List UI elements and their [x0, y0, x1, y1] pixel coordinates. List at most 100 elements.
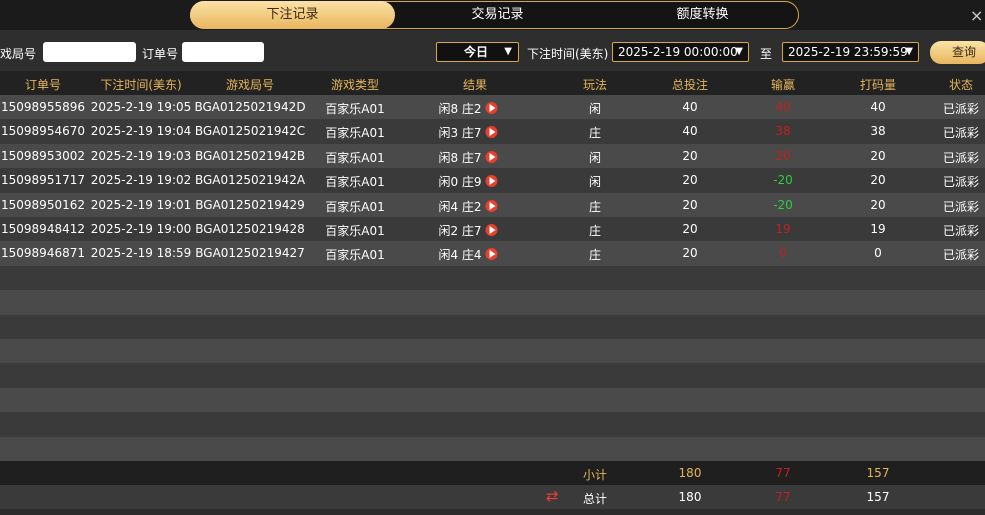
table-cell: 闲: [588, 150, 602, 165]
table-cell: 15098951717: [1, 173, 85, 188]
table-cell: 20: [682, 148, 698, 163]
table-cell: 2025-2-19 19:04: [90, 124, 192, 139]
table-cell: 庄: [588, 248, 602, 263]
table-cell: 2025-2-19 19:02: [90, 173, 192, 188]
table-cell: 20: [870, 148, 886, 163]
table-cell: 百家乐A01: [325, 150, 385, 165]
date-value: 2025-2-19 00:00:00: [618, 45, 738, 59]
table-cell: 15098953002: [1, 148, 85, 163]
order-input[interactable]: [182, 42, 264, 62]
table-header: [0, 71, 985, 95]
column-header: 打码量: [859, 78, 897, 92]
column-header: 玩法: [582, 78, 608, 92]
table-cell: 2025-2-19 19:05: [90, 100, 192, 114]
table-cell: BGA0125021942C: [194, 124, 306, 139]
period-select[interactable]: 今日 ▼: [436, 42, 519, 62]
table-cell: 38: [870, 124, 886, 139]
table-cell: 闲2 庄7: [438, 222, 498, 239]
close-button[interactable]: ×: [970, 6, 984, 25]
play-icon[interactable]: [485, 224, 498, 236]
date-select[interactable]: 2025-2-19 00:00:00 ▼: [612, 42, 749, 62]
table-cell: 庄: [588, 126, 602, 141]
table-cell: 闲0 庄9: [438, 173, 498, 190]
table-row: [0, 387, 985, 413]
table-cell: 15098948412: [1, 222, 85, 236]
table-cell: 15098955896: [1, 100, 85, 114]
footer-value: 157: [866, 466, 890, 480]
play-icon[interactable]: [485, 199, 498, 212]
play-icon[interactable]: [485, 102, 498, 114]
table-cell: 百家乐A01: [325, 224, 385, 238]
table-cell: 百家乐A01: [325, 248, 385, 263]
order-label: 订单号: [142, 47, 179, 61]
refresh-icon[interactable]: ⇄: [546, 487, 559, 505]
table-cell: 15098950162: [1, 197, 85, 212]
tab[interactable]: 额度转换: [600, 1, 805, 29]
footer-label: 小计: [582, 468, 608, 482]
table-cell: 2025-2-19 19:03: [90, 148, 192, 163]
footer-value: 180: [678, 490, 702, 504]
date-select[interactable]: 2025-2-19 23:59:59 ▼: [782, 42, 919, 62]
dropdown-arrow: ▼: [905, 46, 913, 57]
table-row: [0, 265, 985, 291]
column-header: 订单号: [24, 78, 62, 92]
play-icon[interactable]: [485, 150, 498, 163]
table-cell: 20: [682, 173, 698, 188]
table-cell: BGA0125021942D: [194, 100, 306, 114]
table-cell: 闲4 庄4: [438, 246, 498, 263]
dropdown-arrow: ▼: [735, 46, 743, 57]
time-label: 下注时间(美东): [527, 47, 609, 61]
table-cell: 已派彩: [942, 126, 980, 141]
table-cell: 40: [682, 124, 698, 139]
table-cell: 闲: [588, 102, 602, 116]
table-cell: BGA0125021942A: [194, 173, 306, 188]
table-row: [0, 339, 985, 364]
game-round-input[interactable]: [43, 42, 136, 62]
table-cell: 19: [775, 222, 791, 236]
table-row: [0, 363, 985, 389]
column-header: 游戏局号: [225, 78, 275, 92]
table-cell: 闲8 庄2: [438, 100, 498, 117]
table-cell: 已派彩: [942, 224, 980, 238]
table-cell: BGA0125021942B: [194, 148, 306, 163]
table-cell: 40: [775, 100, 791, 114]
table-cell: 百家乐A01: [325, 102, 385, 116]
table-row: [0, 290, 985, 316]
game-round-label: 游戏局号: [0, 47, 37, 61]
column-header: 游戏类型: [330, 78, 380, 92]
table-cell: -20: [773, 173, 793, 188]
table-cell: 百家乐A01: [325, 199, 385, 214]
table-cell: 20: [682, 246, 698, 261]
table-cell: 已派彩: [942, 150, 980, 165]
table-cell: 38: [775, 124, 791, 139]
tab-label: 下注记录: [266, 7, 319, 22]
table-cell: 0: [874, 246, 882, 261]
footer-row: [0, 461, 985, 485]
play-icon[interactable]: [485, 175, 498, 188]
footer-row: [0, 485, 985, 509]
table-cell: 百家乐A01: [325, 126, 385, 141]
tab-label: 额度转换: [676, 7, 729, 22]
table-cell: 20: [870, 197, 886, 212]
table-cell: BGA01250219429: [195, 197, 305, 212]
column-header: 下注时间(美东): [100, 78, 182, 92]
column-header: 输赢: [770, 78, 796, 92]
table-cell: 2025-2-19 18:59: [90, 246, 192, 261]
date-value: 2025-2-19 23:59:59: [788, 45, 908, 59]
to-label: 至: [760, 47, 773, 61]
tab[interactable]: 交易记录: [395, 1, 600, 29]
query-button[interactable]: 查询: [930, 41, 985, 64]
tab[interactable]: 下注记录: [190, 1, 395, 29]
footer-label: 总计: [582, 492, 608, 506]
table-cell: 庄: [588, 199, 602, 214]
table-cell: 闲4 庄2: [438, 198, 498, 215]
table-cell: 40: [682, 100, 698, 114]
table-cell: 20: [870, 173, 886, 188]
table-row: [0, 314, 985, 340]
play-icon[interactable]: [485, 126, 498, 139]
play-icon[interactable]: [485, 248, 498, 261]
footer-value: 180: [678, 466, 702, 480]
table-cell: 15098954670: [1, 124, 85, 139]
table-cell: 2025-2-19 19:01: [90, 197, 192, 212]
